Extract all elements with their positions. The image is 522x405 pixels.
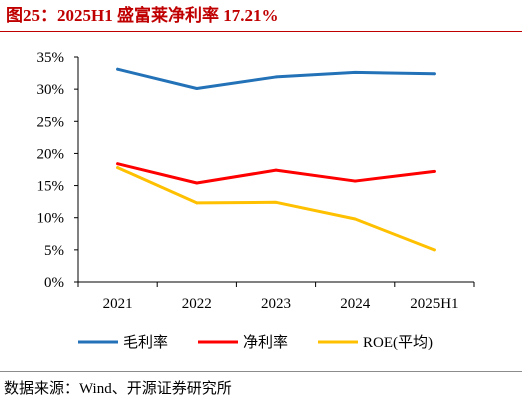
source-note: 数据来源：Wind、开源证券研究所 bbox=[4, 381, 232, 397]
roe-average-line bbox=[116, 166, 436, 252]
x-tick-label: 2025H1 bbox=[410, 296, 458, 312]
roe-average-point bbox=[353, 217, 357, 221]
x-tick-label: 2024 bbox=[340, 296, 371, 312]
legend-item-gross-margin: 毛利率 bbox=[78, 334, 168, 351]
x-tick-label: 2023 bbox=[261, 296, 291, 312]
y-tick-label: 10% bbox=[37, 211, 65, 227]
roe-average-point bbox=[433, 248, 436, 252]
gross-margin-point bbox=[274, 75, 278, 79]
y-tick-label: 5% bbox=[44, 243, 64, 259]
net-margin-point bbox=[274, 168, 278, 172]
roe-average-point bbox=[195, 201, 199, 205]
x-axis: 2021 2022 2023 2024 2025H1 bbox=[77, 281, 475, 312]
gross-margin-series bbox=[116, 67, 436, 90]
roe-average-point bbox=[274, 200, 278, 204]
legend-item-net-margin: 净利率 bbox=[198, 334, 288, 351]
net-margin-line bbox=[116, 162, 436, 185]
y-tick-label: 30% bbox=[37, 82, 65, 98]
legend-item-roe-average: ROE(平均) bbox=[318, 334, 433, 351]
source-divider bbox=[0, 371, 522, 372]
legend-label: 毛利率 bbox=[123, 334, 168, 351]
y-axis: 0% 5% 10% 15% 20% 25% 30% 35% bbox=[37, 50, 79, 291]
gross-margin-line bbox=[116, 67, 436, 90]
x-tick-label: 2021 bbox=[103, 296, 133, 312]
y-tick-label: 35% bbox=[37, 50, 65, 66]
y-tick-label: 20% bbox=[37, 146, 65, 162]
y-tick-label: 25% bbox=[37, 114, 65, 130]
y-tick-label: 0% bbox=[44, 275, 64, 291]
net-margin-point bbox=[353, 179, 357, 183]
net-margin-point bbox=[116, 162, 119, 166]
title-underline bbox=[0, 31, 522, 32]
roe-average-point bbox=[116, 166, 119, 169]
gross-margin-point bbox=[116, 67, 119, 71]
net-margin-point bbox=[195, 181, 199, 185]
roe-average-series bbox=[116, 166, 436, 252]
legend-label: ROE(平均) bbox=[363, 334, 433, 351]
figure-title: 图25：2025H1 盛富莱净利率 17.21% bbox=[6, 6, 279, 25]
gross-margin-point bbox=[353, 71, 357, 74]
gross-margin-point bbox=[195, 87, 199, 90]
legend-label: 净利率 bbox=[243, 334, 288, 351]
net-margin-series bbox=[116, 162, 436, 185]
gross-margin-point bbox=[433, 72, 436, 76]
y-tick-label: 15% bbox=[37, 179, 65, 195]
x-tick-label: 2022 bbox=[182, 296, 212, 312]
legend: 毛利率 净利率 ROE(平均) bbox=[78, 334, 433, 351]
net-margin-point bbox=[433, 169, 436, 173]
